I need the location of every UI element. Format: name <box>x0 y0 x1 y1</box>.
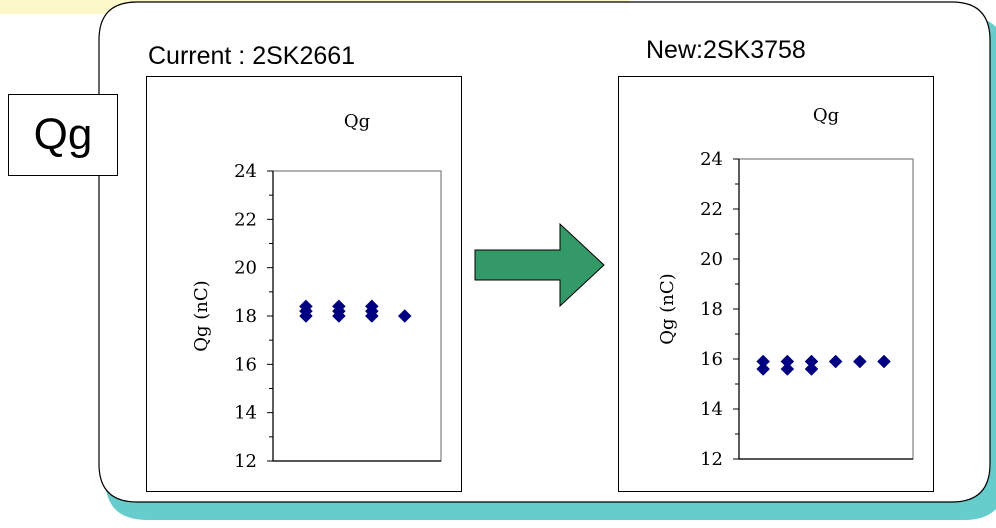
y-tick-label: 20 <box>700 249 723 270</box>
data-point <box>397 309 412 323</box>
y-axis-label: Qg (nC) <box>191 280 212 351</box>
plot-area <box>738 158 914 460</box>
data-point <box>852 354 867 369</box>
data-point <box>299 309 313 323</box>
data-point <box>364 309 379 323</box>
data-point <box>877 354 891 369</box>
data-point <box>780 362 795 376</box>
y-tick-label: 18 <box>234 306 257 327</box>
y-axis-label: Qg (nC) <box>657 273 678 344</box>
chart-title: Qg <box>344 111 370 132</box>
new-part-title: New:2SK3758 <box>646 36 806 64</box>
y-tick-label: 22 <box>700 199 723 220</box>
current-part-title: Current : 2SK2661 <box>148 42 356 70</box>
y-tick-label: 24 <box>234 161 257 182</box>
plot-area <box>272 170 442 462</box>
chart-new: Qg 12 14 16 18 20 22 24 Qg (nC) <box>618 76 934 492</box>
chart-title: Qg <box>813 105 839 126</box>
y-tick-label: 14 <box>700 399 723 420</box>
y-tick-label: 18 <box>700 299 723 320</box>
data-point <box>804 362 819 376</box>
chart-current: Qg 12 14 16 18 20 22 24 Qg (nC) <box>146 76 462 492</box>
y-tick-label: 12 <box>700 449 723 470</box>
qg-label-box: Qg <box>8 94 118 176</box>
data-point <box>828 354 843 369</box>
data-point <box>332 309 346 323</box>
y-tick-label: 16 <box>700 349 723 370</box>
y-tick-label: 20 <box>234 258 257 279</box>
y-tick-label: 16 <box>234 354 257 375</box>
qg-label-text: Qg <box>33 110 93 159</box>
y-tick-label: 14 <box>234 403 257 424</box>
y-tick-label: 12 <box>234 451 257 472</box>
data-point <box>756 362 771 376</box>
transition-arrow <box>474 222 605 308</box>
y-tick-label: 24 <box>700 149 723 170</box>
chart-current-svg: Qg 12 14 16 18 20 22 24 Qg (nC) <box>191 111 442 472</box>
chart-new-svg: Qg 12 14 16 18 20 22 24 Qg (nC) <box>657 105 914 470</box>
y-tick-label: 22 <box>234 209 257 230</box>
